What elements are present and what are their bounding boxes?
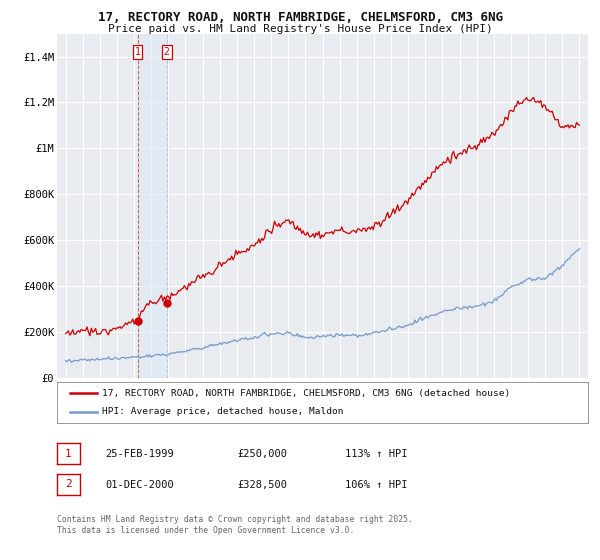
Text: 17, RECTORY ROAD, NORTH FAMBRIDGE, CHELMSFORD, CM3 6NG (detached house): 17, RECTORY ROAD, NORTH FAMBRIDGE, CHELM…	[102, 389, 511, 398]
Bar	[137, 34, 167, 378]
Text: HPI: Average price, detached house, Maldon: HPI: Average price, detached house, Mald…	[102, 408, 344, 417]
Text: 1: 1	[65, 449, 72, 459]
Text: 17, RECTORY ROAD, NORTH FAMBRIDGE, CHELMSFORD, CM3 6NG: 17, RECTORY ROAD, NORTH FAMBRIDGE, CHELM…	[97, 11, 503, 24]
Text: £250,000: £250,000	[237, 449, 287, 459]
Text: Price paid vs. HM Land Registry's House Price Index (HPI): Price paid vs. HM Land Registry's House …	[107, 24, 493, 34]
Text: 2: 2	[65, 479, 72, 489]
Text: 01-DEC-2000: 01-DEC-2000	[105, 480, 174, 490]
Text: £328,500: £328,500	[237, 480, 287, 490]
Text: 2: 2	[164, 48, 170, 57]
Text: Contains HM Land Registry data © Crown copyright and database right 2025.
This d: Contains HM Land Registry data © Crown c…	[57, 515, 413, 535]
Text: 25-FEB-1999: 25-FEB-1999	[105, 449, 174, 459]
Text: 106% ↑ HPI: 106% ↑ HPI	[345, 480, 407, 490]
Text: 1: 1	[134, 48, 140, 57]
Text: 113% ↑ HPI: 113% ↑ HPI	[345, 449, 407, 459]
